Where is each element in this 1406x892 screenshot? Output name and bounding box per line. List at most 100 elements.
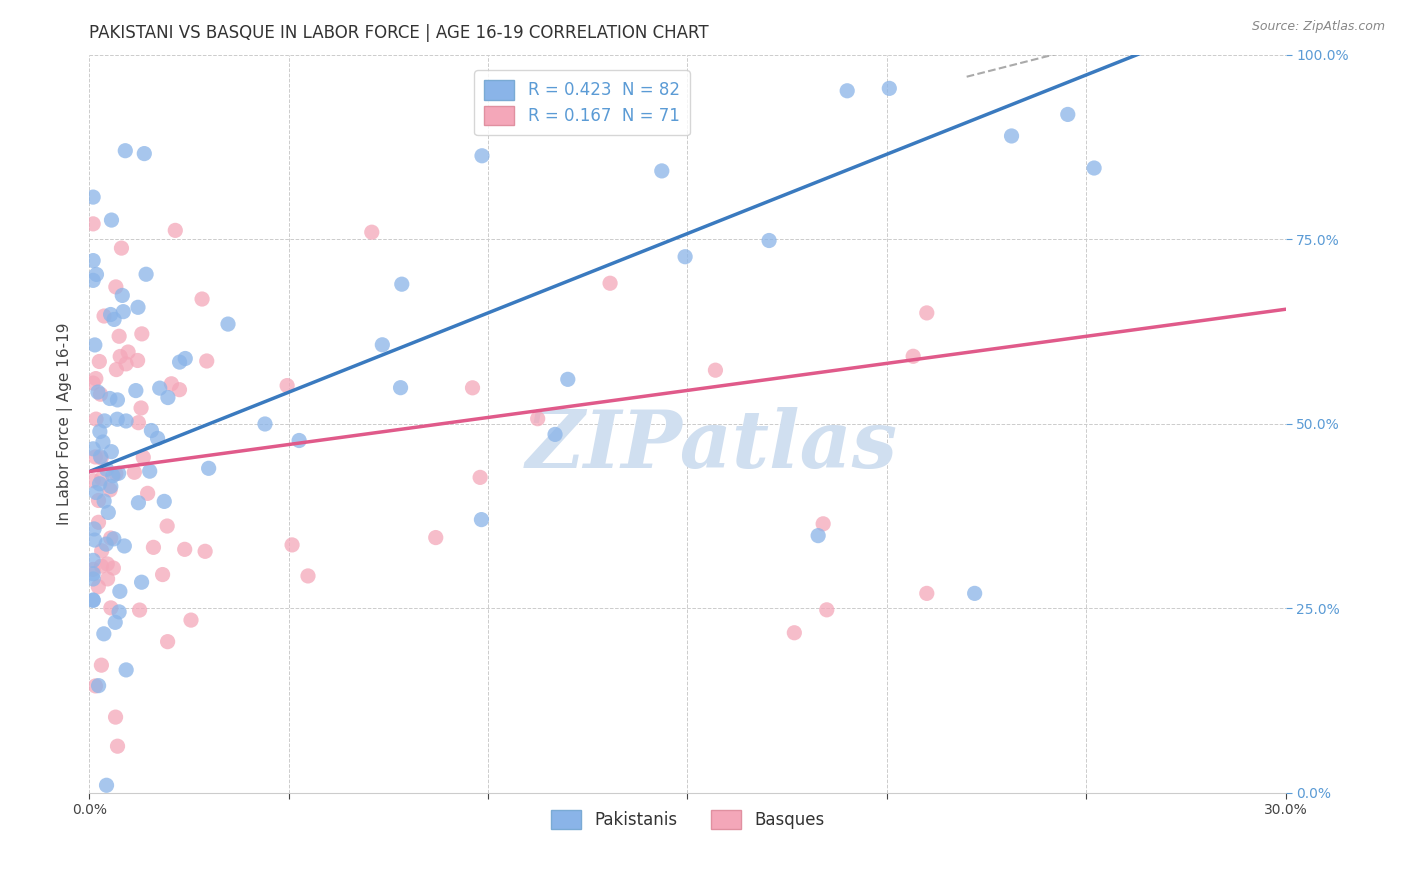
Point <box>115 357 138 371</box>
Text: ZIPatlas: ZIPatlas <box>526 407 897 484</box>
Point <box>131 326 153 341</box>
Point <box>879 81 901 95</box>
Legend: Pakistanis, Basques: Pakistanis, Basques <box>544 804 831 836</box>
Point <box>141 424 163 438</box>
Point <box>90 472 112 486</box>
Point <box>90 658 112 673</box>
Point <box>461 381 484 395</box>
Point <box>963 586 986 600</box>
Point <box>127 301 149 315</box>
Point <box>96 778 118 792</box>
Point <box>108 329 131 343</box>
Point <box>180 613 202 627</box>
Point <box>197 461 219 475</box>
Point <box>156 519 179 533</box>
Point <box>112 304 135 318</box>
Point <box>89 354 111 368</box>
Point <box>129 401 152 415</box>
Point <box>142 541 165 555</box>
Point <box>100 479 122 493</box>
Point <box>105 412 128 426</box>
Point <box>1000 128 1022 143</box>
Point <box>557 372 579 386</box>
Point <box>127 353 149 368</box>
Point <box>288 434 311 448</box>
Point <box>100 601 122 615</box>
Point <box>107 467 129 481</box>
Point <box>108 605 131 619</box>
Point <box>915 306 938 320</box>
Point <box>128 603 150 617</box>
Point <box>82 442 104 456</box>
Point <box>93 414 115 428</box>
Point <box>837 84 859 98</box>
Point <box>149 381 172 395</box>
Point <box>100 444 122 458</box>
Point <box>103 532 125 546</box>
Point <box>651 164 673 178</box>
Point <box>915 586 938 600</box>
Point <box>103 312 125 326</box>
Point <box>107 392 129 407</box>
Point <box>100 213 122 227</box>
Point <box>82 474 104 488</box>
Point <box>111 288 134 302</box>
Point <box>110 241 132 255</box>
Point <box>127 416 149 430</box>
Point <box>544 427 567 442</box>
Point <box>371 338 394 352</box>
Point <box>87 679 110 693</box>
Point <box>217 317 239 331</box>
Point <box>83 522 105 536</box>
Point <box>360 225 382 239</box>
Point <box>114 144 136 158</box>
Point <box>468 470 491 484</box>
Point <box>124 465 146 479</box>
Point <box>101 468 124 483</box>
Point <box>132 450 155 465</box>
Point <box>811 516 834 531</box>
Point <box>89 425 111 439</box>
Point <box>117 345 139 359</box>
Point <box>815 603 838 617</box>
Point <box>96 557 118 571</box>
Point <box>84 412 107 426</box>
Point <box>169 383 191 397</box>
Point <box>526 411 548 425</box>
Text: Source: ZipAtlas.com: Source: ZipAtlas.com <box>1251 20 1385 33</box>
Point <box>673 250 696 264</box>
Point <box>471 149 494 163</box>
Point <box>276 378 298 392</box>
Point <box>146 431 169 445</box>
Text: PAKISTANI VS BASQUE IN LABOR FORCE | AGE 16-19 CORRELATION CHART: PAKISTANI VS BASQUE IN LABOR FORCE | AGE… <box>89 24 709 42</box>
Point <box>90 543 112 558</box>
Point <box>152 567 174 582</box>
Point <box>86 268 108 282</box>
Point <box>253 417 276 431</box>
Point <box>93 494 115 508</box>
Point <box>82 190 104 204</box>
Point <box>83 338 105 352</box>
Point <box>169 355 191 369</box>
Point <box>901 349 924 363</box>
Point <box>82 273 104 287</box>
Point <box>108 350 131 364</box>
Point <box>91 435 114 450</box>
Point <box>136 486 159 500</box>
Point <box>174 351 197 366</box>
Point <box>112 539 135 553</box>
Point <box>127 496 149 510</box>
Point <box>135 267 157 281</box>
Point <box>82 572 104 586</box>
Point <box>297 569 319 583</box>
Point <box>100 308 122 322</box>
Point <box>103 561 125 575</box>
Point <box>89 450 111 464</box>
Point <box>138 464 160 478</box>
Point <box>389 381 412 395</box>
Point <box>115 663 138 677</box>
Point <box>100 531 122 545</box>
Point <box>96 462 118 476</box>
Point <box>97 572 120 586</box>
Point <box>82 593 104 607</box>
